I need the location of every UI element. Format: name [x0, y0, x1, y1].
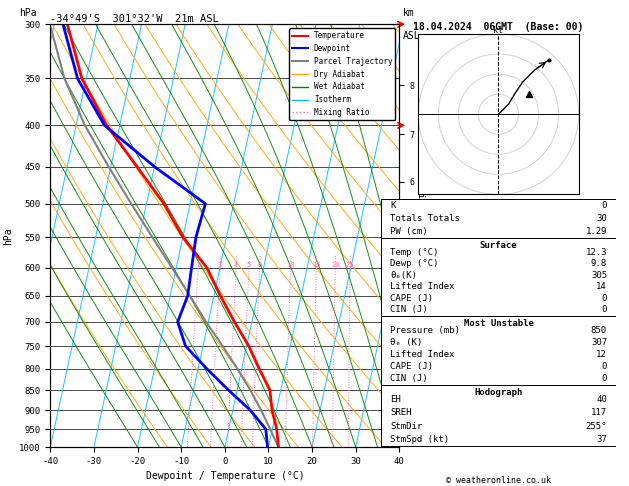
Text: 305: 305 — [591, 271, 607, 280]
Text: Most Unstable: Most Unstable — [464, 319, 533, 328]
Text: 9.8: 9.8 — [591, 259, 607, 268]
Text: 20: 20 — [331, 262, 340, 268]
Text: 12: 12 — [596, 350, 607, 359]
X-axis label: Dewpoint / Temperature (°C): Dewpoint / Temperature (°C) — [145, 471, 304, 482]
Text: Dewp (°C): Dewp (°C) — [390, 259, 438, 268]
Text: 307: 307 — [591, 338, 607, 347]
Text: CIN (J): CIN (J) — [390, 305, 428, 314]
Text: Totals Totals: Totals Totals — [390, 214, 460, 223]
Text: LCL: LCL — [417, 435, 431, 445]
Text: Pressure (mb): Pressure (mb) — [390, 326, 460, 334]
Legend: Temperature, Dewpoint, Parcel Trajectory, Dry Adiabat, Wet Adiabat, Isotherm, Mi: Temperature, Dewpoint, Parcel Trajectory… — [289, 28, 396, 120]
Text: 1.29: 1.29 — [586, 227, 607, 236]
Text: θₑ (K): θₑ (K) — [390, 338, 422, 347]
Text: 0: 0 — [601, 201, 607, 210]
Text: SREH: SREH — [390, 408, 411, 417]
Text: 850: 850 — [591, 326, 607, 334]
Text: km: km — [403, 8, 415, 18]
Text: 5: 5 — [247, 262, 251, 268]
Text: Lifted Index: Lifted Index — [390, 282, 455, 291]
Text: StmSpd (kt): StmSpd (kt) — [390, 435, 449, 444]
Text: CAPE (J): CAPE (J) — [390, 362, 433, 371]
Text: Temp (°C): Temp (°C) — [390, 248, 438, 257]
Text: PW (cm): PW (cm) — [390, 227, 428, 236]
Text: 0: 0 — [601, 305, 607, 314]
Text: 6: 6 — [257, 262, 262, 268]
Text: 25: 25 — [346, 262, 355, 268]
Text: © weatheronline.co.uk: © weatheronline.co.uk — [446, 476, 551, 485]
Text: 12.3: 12.3 — [586, 248, 607, 257]
Text: hPa: hPa — [19, 8, 36, 18]
Text: CIN (J): CIN (J) — [390, 374, 428, 383]
Text: 4: 4 — [234, 262, 238, 268]
Text: EH: EH — [390, 395, 401, 404]
Text: 40: 40 — [596, 395, 607, 404]
Text: 3: 3 — [218, 262, 222, 268]
FancyBboxPatch shape — [381, 238, 616, 315]
Text: 15: 15 — [312, 262, 321, 268]
Text: ASL: ASL — [403, 31, 420, 41]
Text: 0: 0 — [601, 294, 607, 303]
Text: 2: 2 — [196, 262, 201, 268]
Y-axis label: Mixing Ratio (g/kg): Mixing Ratio (g/kg) — [416, 188, 425, 283]
Text: CAPE (J): CAPE (J) — [390, 294, 433, 303]
FancyBboxPatch shape — [381, 199, 616, 238]
Text: StmDir: StmDir — [390, 421, 422, 431]
Y-axis label: hPa: hPa — [4, 227, 14, 244]
Text: -34°49'S  301°32'W  21m ASL: -34°49'S 301°32'W 21m ASL — [50, 14, 219, 23]
Text: 0: 0 — [601, 374, 607, 383]
FancyBboxPatch shape — [381, 315, 616, 385]
Text: 117: 117 — [591, 408, 607, 417]
X-axis label: kt: kt — [494, 26, 503, 35]
Text: 255°: 255° — [586, 421, 607, 431]
Text: Hodograph: Hodograph — [474, 388, 523, 397]
Text: 10: 10 — [286, 262, 295, 268]
FancyBboxPatch shape — [381, 385, 616, 446]
Text: 0: 0 — [601, 362, 607, 371]
Text: Lifted Index: Lifted Index — [390, 350, 455, 359]
Text: θₑ(K): θₑ(K) — [390, 271, 417, 280]
Text: K: K — [390, 201, 396, 210]
Text: Surface: Surface — [480, 242, 517, 250]
Text: 18.04.2024  06GMT  (Base: 00): 18.04.2024 06GMT (Base: 00) — [413, 21, 584, 32]
Text: 37: 37 — [596, 435, 607, 444]
Text: 14: 14 — [596, 282, 607, 291]
Text: 30: 30 — [596, 214, 607, 223]
